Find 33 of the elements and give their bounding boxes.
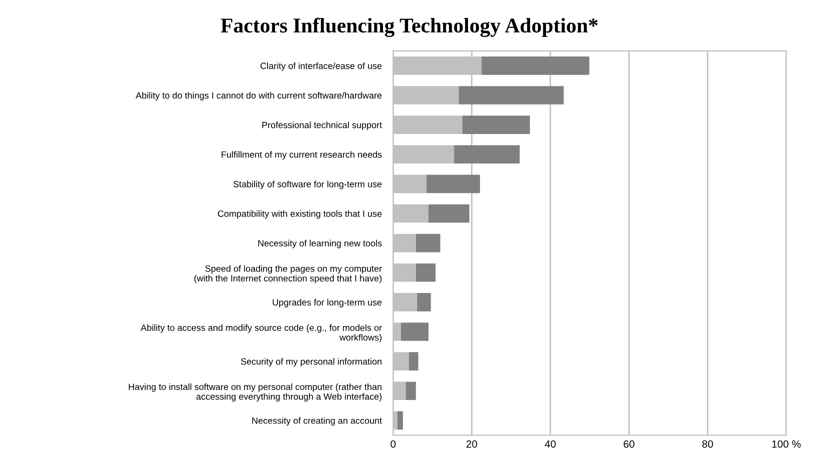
y-tick-label: Stability of software for long-term use [233, 180, 382, 190]
bar [462, 116, 530, 134]
y-tick-label: Upgrades for long-term use [272, 298, 382, 308]
y-tick-label: Necessity of learning new tools [258, 240, 382, 248]
bar [482, 56, 590, 75]
x-tick-label: 20 [466, 440, 478, 448]
x-tick-label: 40 [544, 440, 556, 448]
bar [416, 234, 440, 252]
x-tick-label: 0 [390, 440, 396, 448]
bar [428, 204, 470, 223]
bar [417, 293, 431, 312]
bar [454, 145, 520, 164]
bar [458, 86, 564, 104]
y-tick-label: Ability to access and modify source code (e.g., for models or workflows) [140, 324, 382, 342]
y-tick-label: Compatibility with existing tools that I use [218, 210, 382, 219]
y-tick-label: Security of my personal information [240, 358, 382, 366]
y-tick-label: Professional technical support [262, 122, 382, 130]
x-tick-label: 60 [624, 440, 634, 448]
bar [426, 174, 480, 194]
y-tick-label: Fulfillment of my current research needs [222, 151, 382, 160]
x-tick-label: 100 % [772, 440, 801, 448]
y-tick-label: Ability to do things I cannot do with current software/hardware [136, 92, 382, 100]
y-tick-label: Clarity of interface/ease of use [260, 62, 382, 71]
bar [406, 382, 416, 400]
y-tick-label: Speed of loading the pages on my computer (with the Internet connection speed that I have) [194, 265, 382, 284]
bar [400, 322, 428, 341]
bar [397, 411, 403, 430]
chart-title: Factors Influencing Technology Adoption* [220, 18, 598, 38]
y-tick-label: Having to install software on my personal computer (rather than accessing everything through a Web interface) [128, 383, 382, 402]
bar [408, 352, 418, 370]
y-tick-label: Necessity of creating an account [252, 417, 382, 426]
x-tick-label: 80 [702, 440, 713, 448]
bar [416, 263, 436, 282]
